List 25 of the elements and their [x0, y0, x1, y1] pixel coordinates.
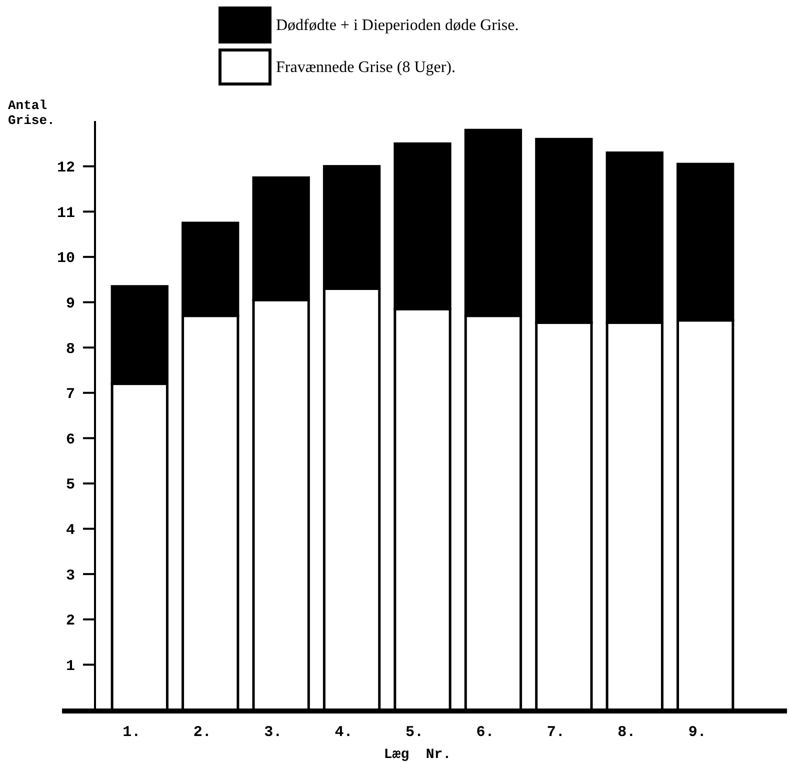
x-tick-label: 4.	[334, 724, 353, 741]
x-tick-label: 2.	[193, 724, 212, 741]
legend-label: Dødfødte + i Dieperioden døde Grise.	[276, 17, 519, 34]
x-tick-label: 1.	[122, 724, 141, 741]
y-tick-label: 11	[56, 204, 75, 222]
y-tick-label: 6	[66, 431, 75, 448]
x-axis-title: Læg Nr.	[384, 747, 452, 762]
y-tick-label: 12	[56, 160, 75, 177]
y-axis-title: Antal Grise.	[8, 98, 55, 128]
y-tick-label: 10	[56, 250, 75, 268]
x-tick-label: 9.	[688, 724, 706, 741]
x-tick-label: 6.	[476, 724, 494, 741]
y-tick-label: 5	[66, 476, 75, 494]
x-tick-label: 5.	[405, 724, 424, 741]
y-tick-label: 4	[66, 522, 75, 540]
x-tick-label: 7.	[546, 724, 565, 741]
x-tick-label: 3.	[264, 724, 282, 741]
y-tick-label: 1	[66, 658, 75, 675]
legend-label: Fravænnede Grise (8 Uger).	[276, 59, 456, 76]
x-tick-label: 8.	[618, 724, 636, 741]
y-tick-label: 8	[66, 340, 75, 358]
y-tick-label: 2	[66, 612, 75, 630]
y-tick-label: 9	[66, 295, 75, 312]
y-tick-label: 3	[66, 567, 75, 584]
y-tick-label: 7	[66, 386, 75, 404]
